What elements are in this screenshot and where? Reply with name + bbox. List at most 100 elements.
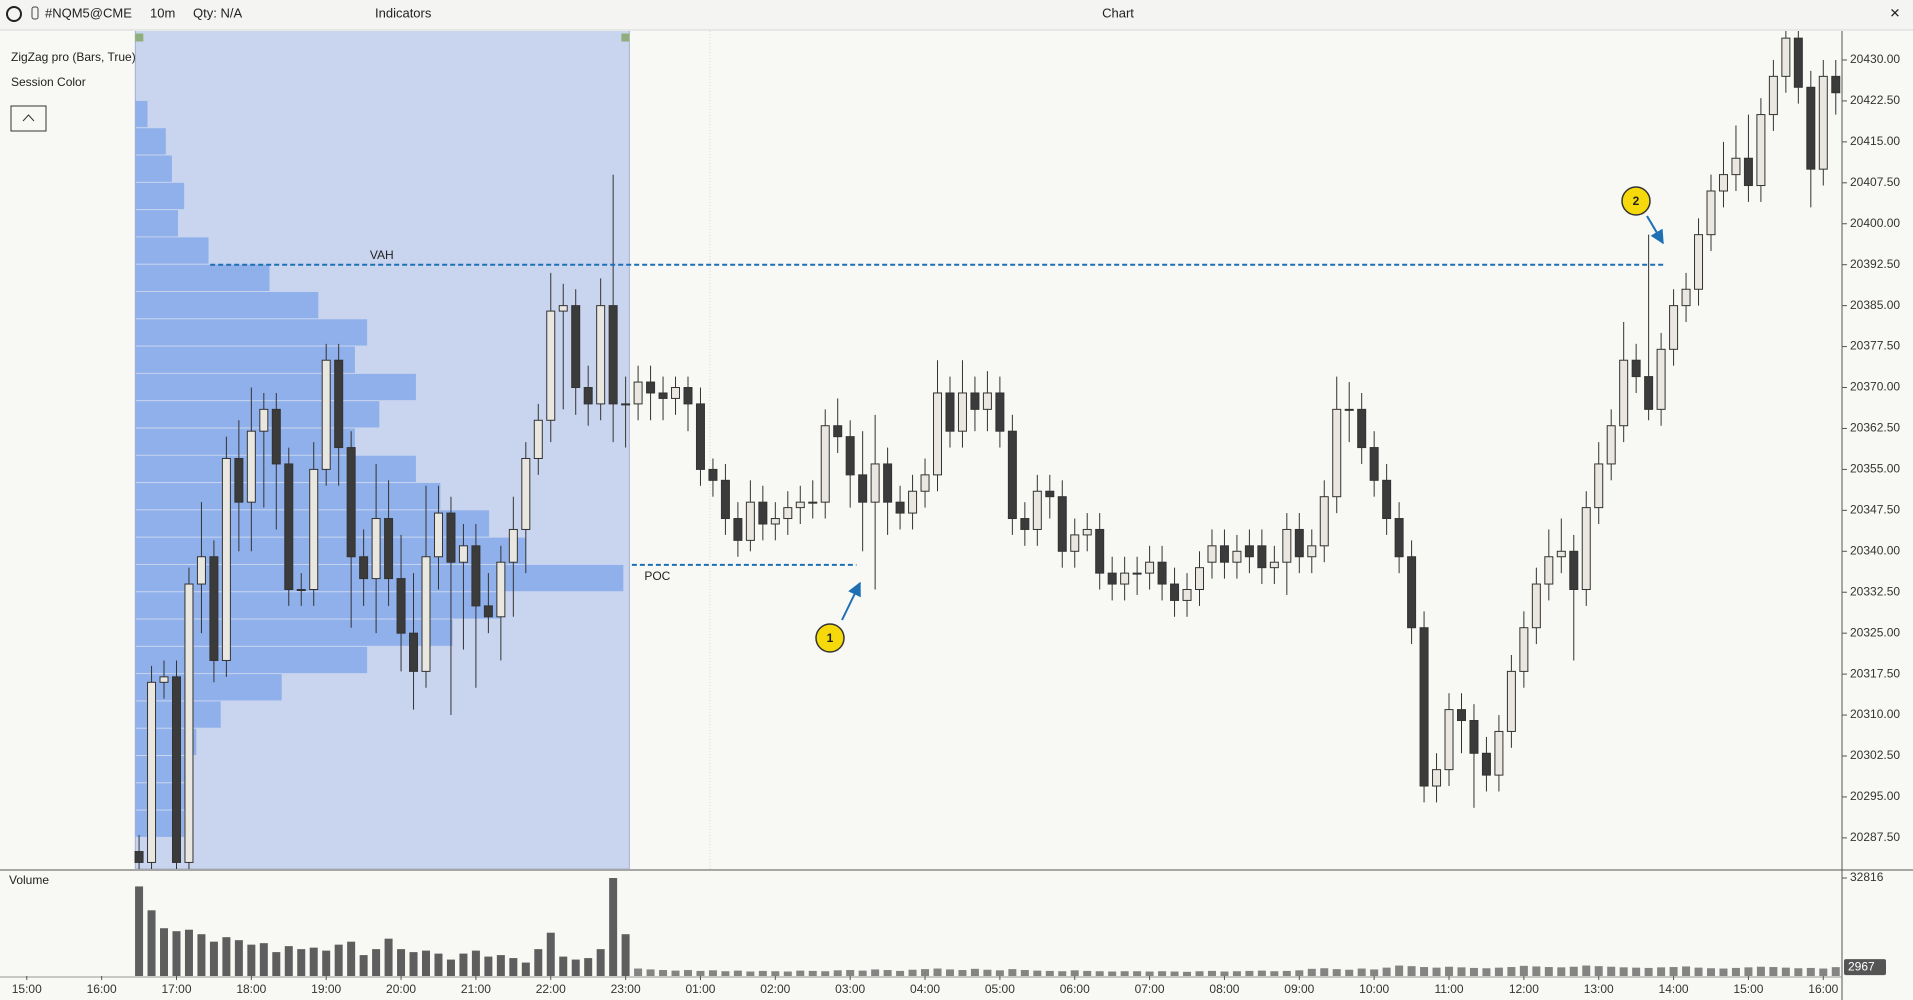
y-tick-label: 20317.50 bbox=[1850, 666, 1900, 680]
profile-bar bbox=[135, 291, 319, 319]
candle-body bbox=[1157, 561, 1167, 585]
candle-body bbox=[346, 447, 356, 558]
candle-body bbox=[1756, 114, 1766, 187]
collapse-button[interactable] bbox=[10, 105, 47, 132]
candle-body bbox=[770, 518, 780, 525]
symbol-icon[interactable] bbox=[31, 6, 39, 20]
volume-bar bbox=[347, 941, 356, 976]
volume-bar bbox=[1507, 967, 1516, 976]
volume-bar bbox=[546, 932, 555, 976]
candle-body bbox=[571, 305, 581, 389]
interval[interactable]: 10m bbox=[150, 5, 175, 20]
candle-body bbox=[1095, 528, 1105, 574]
volume-bar bbox=[1282, 970, 1291, 976]
volume-bar bbox=[683, 970, 692, 976]
volume-bar bbox=[434, 953, 443, 976]
volume-bar bbox=[1482, 968, 1491, 976]
candle-body bbox=[1694, 234, 1704, 290]
y-tick-label: 20295.00 bbox=[1850, 789, 1900, 803]
volume-bar bbox=[1257, 970, 1266, 976]
y-tick-label: 20415.00 bbox=[1850, 134, 1900, 148]
x-tick-label: 16:00 bbox=[1808, 982, 1838, 996]
candle-body bbox=[147, 681, 157, 863]
volume-bar bbox=[1033, 970, 1042, 976]
candle-body bbox=[1581, 507, 1591, 590]
session-handle bbox=[135, 33, 144, 42]
volume-bar bbox=[1058, 971, 1067, 976]
volume-bar bbox=[322, 950, 331, 976]
candle-body bbox=[1244, 545, 1254, 558]
profile-bar bbox=[135, 319, 368, 346]
y-tick-label: 20400.00 bbox=[1850, 216, 1900, 230]
candle-body bbox=[1544, 556, 1554, 585]
candle-body bbox=[221, 457, 231, 661]
candle-body bbox=[1481, 752, 1491, 776]
y-tick-label: 20362.50 bbox=[1850, 421, 1900, 435]
marker-arrow bbox=[841, 581, 861, 621]
volume-bar bbox=[1083, 970, 1092, 976]
candle-body bbox=[284, 463, 294, 590]
volume-bar bbox=[1831, 967, 1840, 976]
volume-bar bbox=[1669, 967, 1678, 976]
candle-body bbox=[458, 545, 468, 563]
candle-body bbox=[508, 528, 518, 563]
candle-body bbox=[1170, 583, 1180, 601]
close-button[interactable]: ✕ bbox=[1890, 5, 1901, 20]
candle-body bbox=[184, 583, 194, 863]
candle-body bbox=[1394, 518, 1404, 558]
volume-bar bbox=[1357, 968, 1366, 976]
candle-body bbox=[196, 556, 206, 585]
volume-bar bbox=[783, 971, 792, 976]
volume-bar bbox=[446, 959, 455, 976]
volume-bar bbox=[1457, 967, 1466, 976]
marker-label: 2 bbox=[1633, 194, 1640, 208]
candle-body bbox=[957, 392, 967, 432]
x-tick-label: 21:00 bbox=[461, 982, 491, 996]
volume-bar bbox=[384, 938, 393, 976]
candle-body bbox=[1569, 550, 1579, 590]
volume-bar bbox=[1594, 966, 1603, 976]
volume-bar bbox=[496, 955, 505, 976]
volume-bar bbox=[1519, 965, 1528, 976]
y-tick-label: 20430.00 bbox=[1850, 52, 1900, 66]
candle-body bbox=[271, 408, 281, 465]
y-tick-label: 20302.50 bbox=[1850, 748, 1900, 762]
volume-bar bbox=[1432, 967, 1441, 976]
candle-body bbox=[471, 545, 481, 607]
volume-bar bbox=[1582, 965, 1591, 976]
qty[interactable]: Qty: N/A bbox=[193, 5, 242, 20]
candle-body bbox=[783, 507, 793, 520]
volume-bar bbox=[1719, 968, 1728, 976]
indicators-button[interactable]: Indicators bbox=[375, 5, 432, 20]
volume-bar bbox=[1781, 967, 1790, 976]
price-pane bbox=[134, 31, 1841, 869]
indicator-label: ZigZag pro (Bars, True) bbox=[11, 50, 136, 64]
window-title: Chart bbox=[1102, 5, 1134, 20]
volume-bar bbox=[1183, 971, 1192, 976]
volume-bar bbox=[422, 950, 431, 976]
volume-bar bbox=[1170, 971, 1179, 976]
candle-body bbox=[1382, 479, 1392, 520]
x-tick-label: 20:00 bbox=[386, 982, 416, 996]
logo[interactable] bbox=[6, 6, 22, 22]
volume-bar bbox=[1544, 967, 1553, 976]
candle-body bbox=[1469, 720, 1479, 754]
candle-body bbox=[1743, 157, 1753, 187]
candle-body bbox=[1444, 709, 1454, 771]
candle-body bbox=[845, 436, 855, 476]
profile-bar bbox=[135, 646, 368, 674]
volume-bar bbox=[796, 970, 805, 976]
candle-body bbox=[1057, 496, 1067, 552]
volume-bar bbox=[1744, 967, 1753, 976]
volume-bar bbox=[1819, 968, 1828, 976]
volume-bar bbox=[1332, 969, 1341, 976]
volume-bar bbox=[471, 950, 480, 976]
candle-body bbox=[1531, 583, 1541, 629]
volume-bar bbox=[1108, 971, 1117, 976]
level-label: VAH bbox=[370, 248, 394, 262]
symbol[interactable]: #NQM5@CME bbox=[45, 5, 132, 20]
candle-body bbox=[1456, 709, 1466, 722]
candle-body bbox=[134, 851, 144, 863]
volume-bar bbox=[297, 949, 306, 976]
volume-bar bbox=[721, 971, 730, 976]
